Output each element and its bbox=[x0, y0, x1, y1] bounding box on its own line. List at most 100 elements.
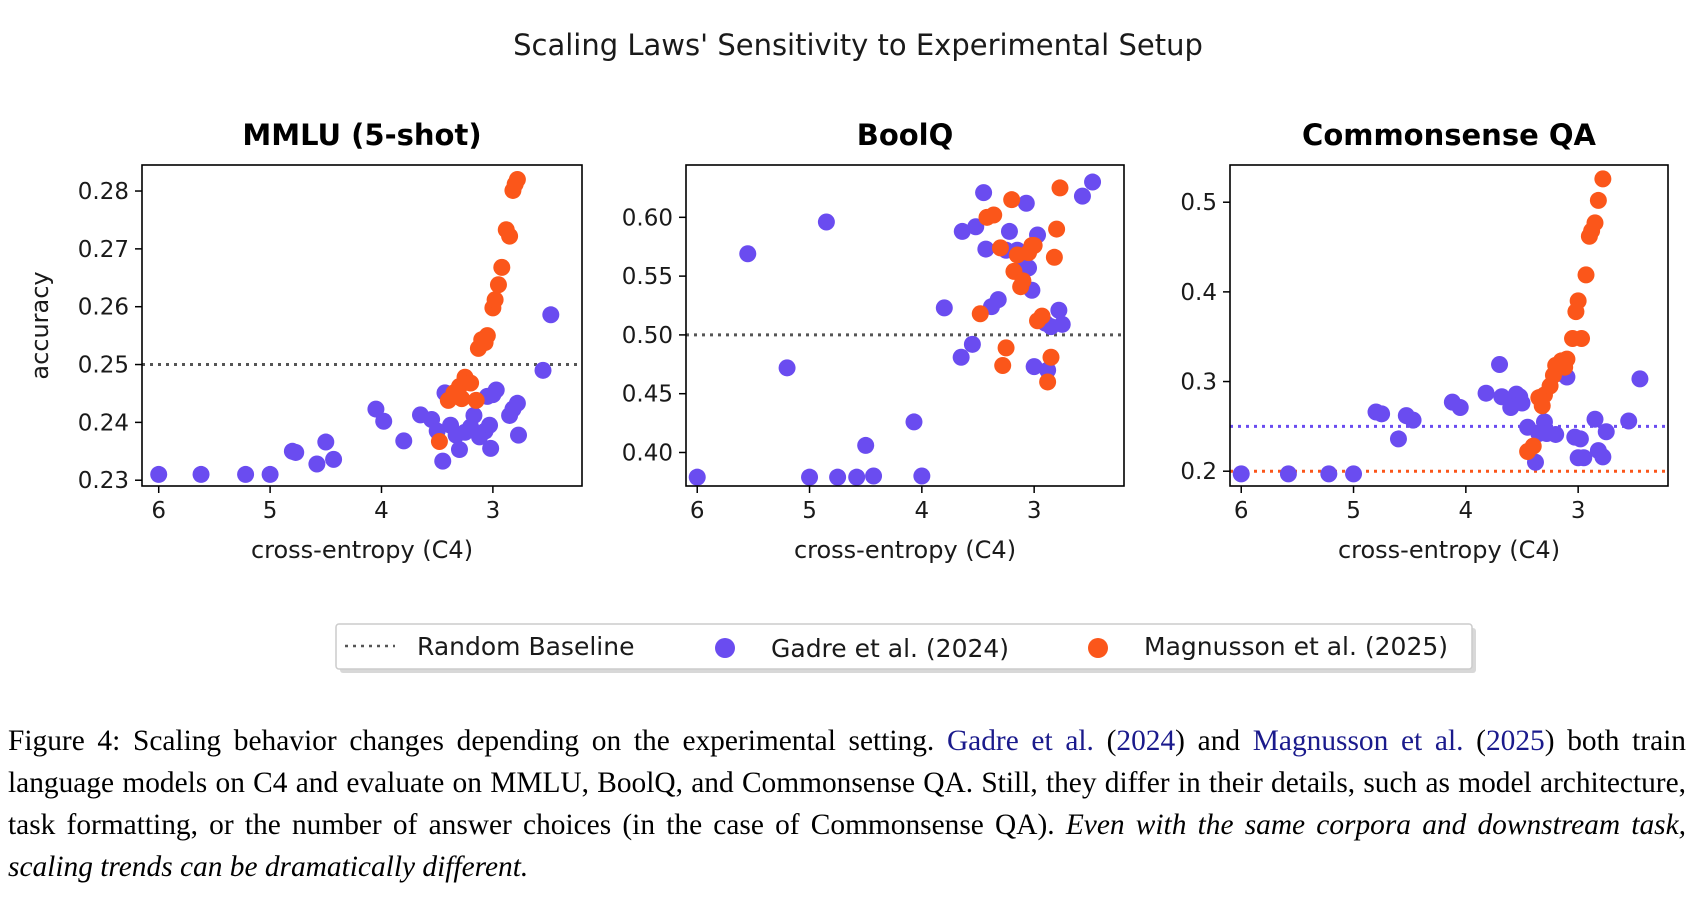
point-magnusson bbox=[994, 356, 1012, 374]
plot-frame bbox=[685, 164, 1125, 487]
point-magnusson bbox=[1589, 191, 1607, 209]
legend-box bbox=[335, 623, 1473, 670]
point-gadre bbox=[801, 468, 819, 486]
point-magnusson bbox=[1039, 373, 1057, 391]
point-magnusson bbox=[1045, 248, 1063, 266]
point-gadre bbox=[508, 394, 526, 412]
point-gadre bbox=[1571, 430, 1589, 448]
point-gadre bbox=[542, 306, 560, 324]
point-gadre bbox=[237, 465, 255, 483]
point-gadre bbox=[150, 465, 168, 483]
figure-caption: Figure 4: Scaling behavior changes depen… bbox=[8, 725, 1686, 883]
point-gadre bbox=[778, 359, 796, 377]
point-magnusson bbox=[478, 327, 496, 345]
caption-ref-magnusson-year[interactable]: 2025 bbox=[1485, 725, 1545, 757]
figure-suptitle: Scaling Laws' Sensitivity to Experimenta… bbox=[513, 28, 1203, 62]
point-magnusson bbox=[1042, 348, 1060, 366]
point-gadre bbox=[1000, 222, 1018, 240]
point-gadre bbox=[963, 335, 981, 353]
point-magnusson bbox=[971, 305, 989, 323]
point-magnusson bbox=[1003, 191, 1021, 209]
point-magnusson bbox=[1569, 292, 1587, 310]
legend-gadre-marker bbox=[715, 638, 735, 658]
y-tick-label: 0.27 bbox=[78, 237, 129, 263]
y-tick-label: 0.4 bbox=[1180, 280, 1217, 306]
point-gadre bbox=[1586, 410, 1604, 428]
caption-body: both train language models on C4 and eva… bbox=[8, 725, 1686, 841]
point-gadre bbox=[487, 381, 505, 399]
plot-frame bbox=[141, 164, 583, 487]
point-gadre bbox=[1025, 358, 1043, 376]
point-gadre bbox=[534, 361, 552, 379]
legend-baseline-label: Random Baseline bbox=[417, 632, 634, 661]
point-magnusson bbox=[1051, 179, 1069, 197]
point-gadre bbox=[308, 455, 326, 473]
x-tick-label: 4 bbox=[374, 498, 389, 524]
point-magnusson bbox=[430, 432, 448, 450]
point-gadre bbox=[953, 222, 971, 240]
point-magnusson bbox=[1014, 272, 1032, 290]
point-gadre bbox=[935, 299, 953, 317]
y-tick-label: 0.25 bbox=[78, 353, 129, 379]
caption-lead: Figure 4: Scaling behavior changes depen… bbox=[8, 725, 935, 757]
point-gadre bbox=[1017, 194, 1035, 212]
legend-magnusson-label: Magnusson et al. (2025) bbox=[1144, 632, 1448, 661]
chart-panel-2: BoolQ 6 5 4 3 0.40 0.45 0.50 0.55 0.60 cross-entro… bbox=[622, 118, 1125, 564]
point-gadre bbox=[1084, 173, 1102, 191]
x-tick-label: 5 bbox=[1346, 498, 1361, 524]
point-gadre bbox=[1451, 399, 1469, 417]
point-gadre bbox=[434, 452, 452, 470]
point-magnusson bbox=[489, 276, 507, 294]
point-magnusson bbox=[1048, 220, 1066, 238]
x-axis-label: cross-entropy (C4) bbox=[794, 536, 1016, 564]
y-tick-label: 0.23 bbox=[78, 468, 129, 494]
point-gadre bbox=[1491, 356, 1509, 374]
point-gadre bbox=[1404, 411, 1422, 429]
x-tick-label: 6 bbox=[151, 498, 166, 524]
point-magnusson bbox=[1573, 330, 1591, 348]
point-gadre bbox=[325, 450, 343, 468]
point-gadre bbox=[261, 465, 279, 483]
x-axis-label: cross-entropy (C4) bbox=[1338, 536, 1560, 564]
point-magnusson bbox=[1558, 350, 1576, 368]
point-gadre bbox=[510, 426, 528, 444]
caption-ref-gadre-name[interactable]: Gadre et al. bbox=[946, 725, 1094, 757]
point-gadre bbox=[1373, 405, 1391, 423]
x-tick-label: 4 bbox=[1459, 498, 1474, 524]
point-magnusson bbox=[493, 258, 511, 276]
caption-and: and bbox=[1197, 725, 1241, 757]
y-tick-label: 0.5 bbox=[1180, 190, 1217, 216]
point-magnusson bbox=[467, 391, 485, 409]
point-gadre bbox=[1597, 423, 1615, 441]
caption-ref-magnusson-name[interactable]: Magnusson et al. bbox=[1252, 725, 1464, 757]
caption-emphasis: Even with the same corpora and downstrea… bbox=[8, 809, 1686, 883]
point-gadre bbox=[1320, 465, 1338, 483]
point-gadre bbox=[1631, 370, 1649, 388]
point-magnusson bbox=[1577, 266, 1595, 284]
point-gadre bbox=[817, 213, 835, 231]
x-tick-label: 3 bbox=[1027, 498, 1042, 524]
chart-title: Commonsense QA bbox=[1302, 118, 1596, 152]
point-gadre bbox=[481, 416, 499, 434]
point-magnusson bbox=[997, 339, 1015, 357]
y-tick-label: 0.60 bbox=[622, 205, 673, 231]
plot-frame bbox=[1229, 164, 1669, 487]
point-magnusson bbox=[1594, 170, 1612, 188]
point-magnusson bbox=[985, 206, 1003, 224]
point-gadre bbox=[1547, 425, 1565, 443]
point-gadre bbox=[367, 400, 385, 418]
point-gadre bbox=[395, 432, 413, 450]
chart-panel-3: Commonsense QA 6 5 4 3 0.2 0.3 0.4 0.5 cross-entr… bbox=[1180, 118, 1669, 564]
point-gadre bbox=[1050, 301, 1068, 319]
point-gadre bbox=[192, 465, 210, 483]
point-gadre bbox=[1389, 430, 1407, 448]
x-tick-label: 5 bbox=[802, 498, 817, 524]
point-gadre bbox=[1279, 465, 1297, 483]
caption-ref-gadre-year[interactable]: 2024 bbox=[1116, 725, 1176, 757]
point-gadre bbox=[287, 443, 305, 461]
point-gadre bbox=[829, 468, 847, 486]
point-magnusson bbox=[991, 239, 1009, 257]
point-gadre bbox=[977, 240, 995, 258]
point-magnusson bbox=[501, 227, 519, 245]
point-gadre bbox=[1039, 361, 1057, 379]
